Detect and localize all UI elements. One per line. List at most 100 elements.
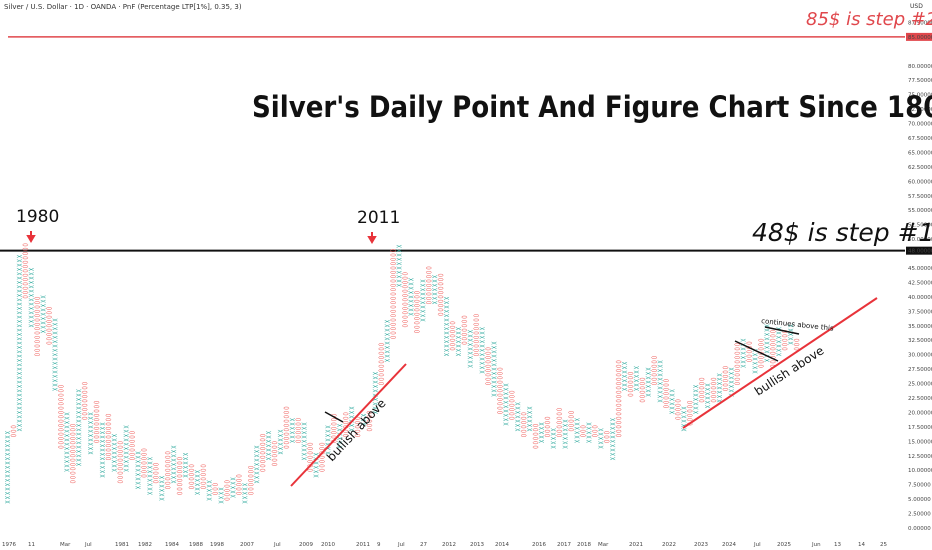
pnf-x-mark [301, 422, 307, 426]
pnf-o-mark [319, 447, 325, 450]
pnf-x-mark [182, 457, 189, 461]
pnf-o-mark [105, 439, 112, 443]
pnf-x-mark [396, 266, 402, 270]
pnf-o-mark [425, 275, 432, 279]
pnf-column [182, 452, 189, 478]
pnf-x-mark [752, 366, 758, 370]
pnf-x-mark [384, 359, 390, 362]
pnf-x-mark [28, 298, 34, 302]
pnf-o-mark [354, 425, 361, 429]
pnf-x-mark [693, 398, 699, 401]
pnf-x-mark [16, 320, 23, 323]
pnf-o-mark [639, 382, 646, 385]
pnf-x-mark [455, 353, 462, 357]
pnf-x-mark [123, 447, 129, 450]
pnf-o-mark [81, 408, 88, 411]
pnf-o-mark [449, 321, 456, 325]
pnf-x-mark [776, 344, 782, 348]
pnf-column [491, 341, 497, 397]
pnf-x-mark [752, 370, 758, 374]
pnf-x-mark [16, 415, 23, 419]
pnf-x-mark [242, 496, 248, 500]
pnf-x-mark [432, 283, 438, 287]
pnf-x-mark [52, 383, 58, 387]
pnf-o-mark [34, 305, 40, 309]
pnf-column [485, 347, 491, 385]
pnf-x-mark [277, 447, 284, 450]
pnf-x-mark [384, 328, 390, 332]
pnf-o-mark [556, 421, 563, 424]
pnf-o-mark [307, 468, 313, 472]
y-tick-label: 77.50000 [908, 78, 932, 84]
pnf-x-mark [16, 341, 23, 345]
pnf-o-mark [449, 325, 456, 329]
pnf-o-mark [70, 424, 76, 427]
pnf-x-mark [194, 470, 201, 474]
pnf-x-mark [194, 483, 201, 487]
pnf-x-mark [408, 308, 414, 312]
pnf-x-mark [598, 445, 604, 449]
pnf-x-mark [764, 346, 770, 349]
pnf-o-mark [129, 452, 135, 456]
pnf-x-mark [87, 434, 94, 437]
pnf-o-mark [319, 464, 325, 468]
pnf-x-mark [76, 432, 82, 436]
pnf-x-mark [467, 347, 473, 351]
pnf-o-mark [473, 353, 479, 357]
pnf-o-mark [485, 364, 491, 368]
pnf-x-mark [230, 486, 236, 489]
pnf-x-mark [420, 288, 426, 292]
pnf-o-mark [675, 403, 681, 407]
pnf-x-mark [776, 340, 782, 344]
pnf-x-mark [40, 325, 46, 329]
pnf-column [443, 296, 450, 357]
pnf-o-mark [663, 383, 669, 387]
pnf-x-mark [455, 335, 462, 339]
pnf-column [432, 275, 438, 305]
pnf-o-mark [34, 327, 40, 331]
pnf-column [461, 315, 468, 345]
pnf-x-mark [432, 301, 438, 305]
pnf-x-mark [479, 366, 485, 370]
pnf-x-mark [64, 447, 70, 450]
pnf-o-mark [544, 425, 551, 429]
pnf-x-mark [254, 480, 260, 484]
pnf-column [52, 318, 58, 391]
y-tick-label: 20.00000 [908, 410, 932, 416]
pnf-o-mark [568, 419, 574, 423]
pnf-o-mark [461, 328, 468, 332]
pnf-o-mark [81, 403, 88, 407]
pnf-column [105, 413, 112, 461]
pnf-o-mark [497, 398, 503, 401]
pnf-o-mark [627, 376, 634, 380]
pnf-o-mark [70, 480, 76, 484]
x-tick-label: 1976 [2, 542, 16, 548]
pnf-x-mark [728, 372, 734, 375]
pnf-x-mark [372, 406, 378, 410]
pnf-column [532, 424, 539, 449]
pnf-x-mark [420, 296, 426, 300]
pnf-x-mark [503, 400, 509, 404]
pnf-column [752, 348, 758, 374]
pnf-x-mark [277, 438, 284, 442]
pnf-o-mark [34, 309, 40, 313]
pnf-o-mark [390, 292, 396, 296]
pnf-column [562, 419, 568, 449]
pnf-x-mark [64, 421, 70, 424]
pnf-x-mark [550, 432, 556, 436]
pnf-x-mark [657, 360, 663, 364]
pnf-x-mark [384, 337, 390, 341]
pnf-o-mark [212, 487, 218, 491]
pnf-x-mark [443, 296, 450, 300]
pnf-column [610, 418, 616, 461]
pnf-x-mark [408, 312, 414, 316]
pnf-o-mark [70, 432, 76, 436]
pnf-o-mark [532, 428, 539, 432]
pnf-o-mark [307, 451, 313, 455]
pnf-o-mark [722, 370, 729, 374]
pnf-x-mark [693, 402, 699, 406]
pnf-o-mark [117, 441, 124, 445]
x-tick-label: 2011 [356, 542, 370, 548]
pnf-x-mark [337, 424, 343, 427]
pnf-x-mark [645, 389, 651, 393]
